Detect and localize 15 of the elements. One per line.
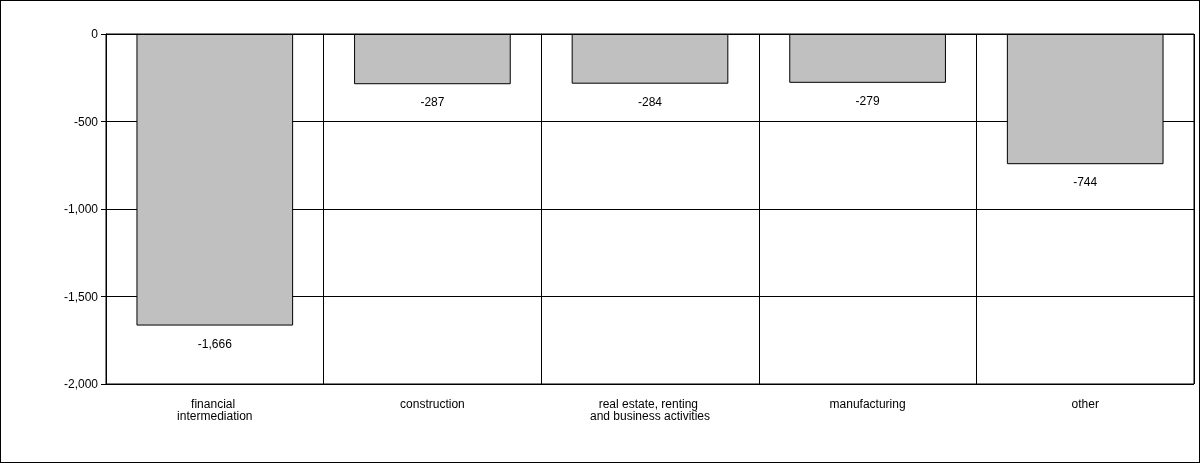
y-tick-label: -1,500: [63, 289, 99, 304]
x-tick-label: construction: [400, 397, 465, 411]
data-label: -1,666: [197, 336, 233, 351]
data-label: -744: [1073, 175, 1098, 190]
y-tick-label: -1,000: [63, 202, 99, 216]
data-label: -279: [855, 93, 880, 108]
data-label: -284: [637, 94, 663, 109]
x-tick-label: other: [1071, 397, 1099, 411]
x-tick-label: manufacturing: [829, 397, 906, 411]
y-tick-label: -500: [73, 114, 99, 129]
y-tick-label: -2,000: [63, 377, 99, 391]
data-label: -287: [420, 95, 445, 110]
x-tick-label: financial intermediation: [177, 397, 253, 423]
x-tick-label: real estate, renting and business activities: [589, 397, 711, 423]
y-tick-label: 0: [91, 27, 99, 41]
